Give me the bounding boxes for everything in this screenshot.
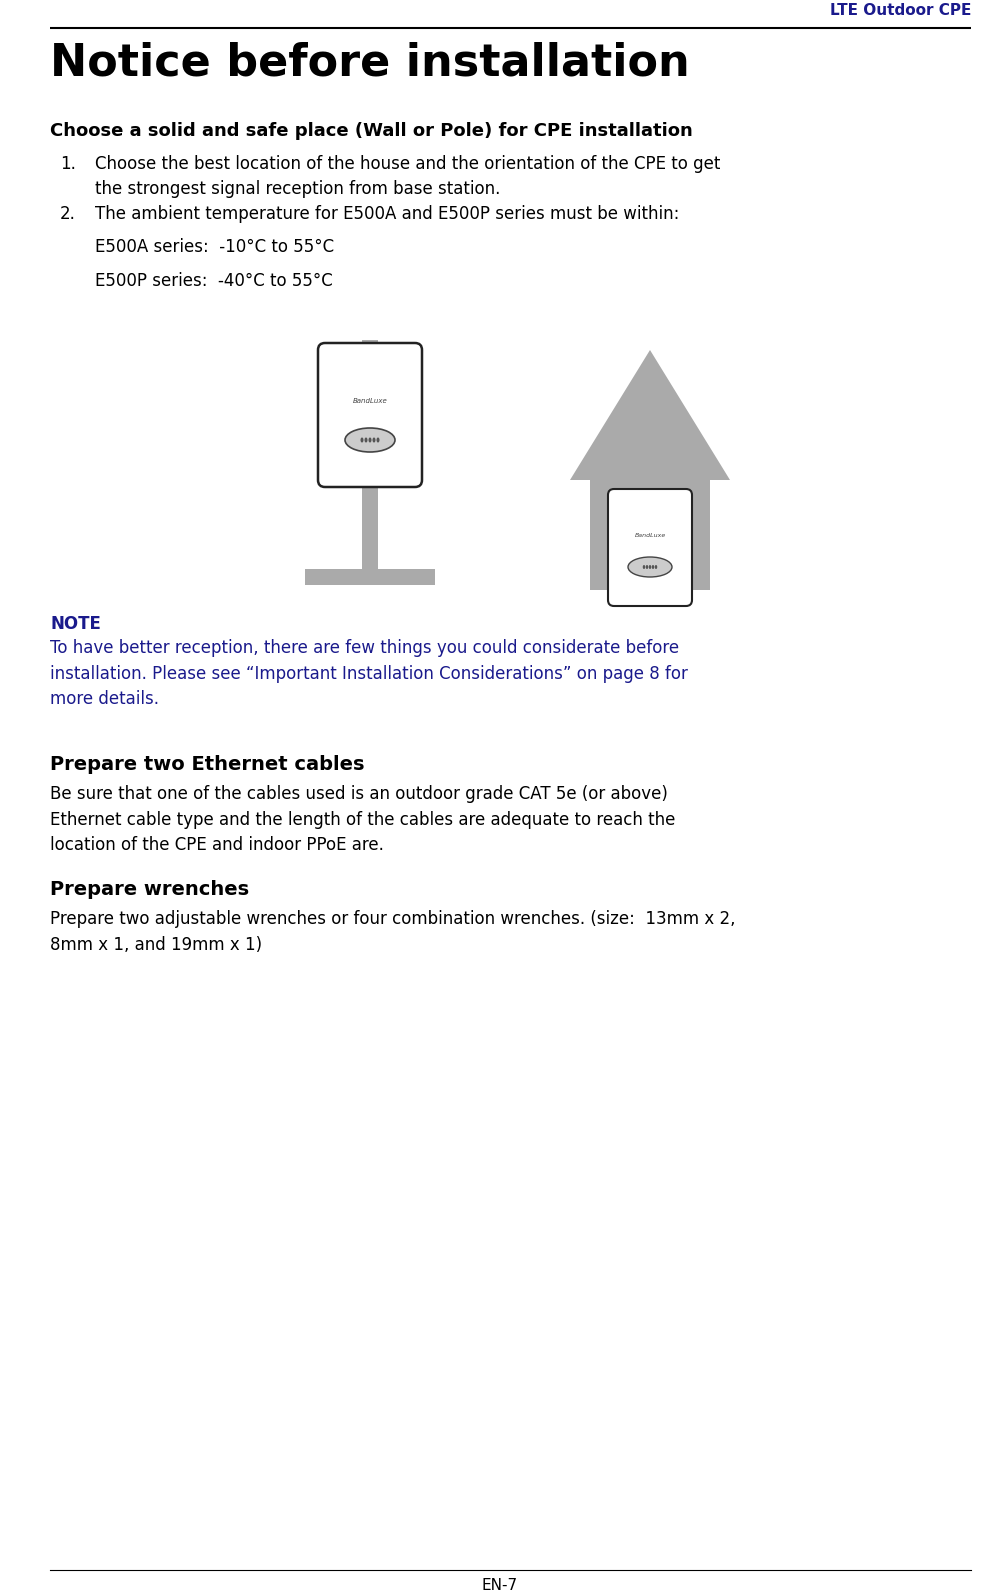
Text: Choose the best location of the house and the orientation of the CPE to get
the : Choose the best location of the house an… (95, 155, 721, 198)
Text: NOTE: NOTE (50, 616, 101, 633)
Text: Choose a solid and safe place (Wall or Pole) for CPE installation: Choose a solid and safe place (Wall or P… (50, 121, 693, 140)
Ellipse shape (649, 565, 652, 569)
FancyBboxPatch shape (318, 343, 422, 486)
Ellipse shape (376, 437, 379, 442)
Text: Prepare wrenches: Prepare wrenches (50, 880, 249, 900)
Polygon shape (570, 349, 730, 590)
Ellipse shape (655, 565, 658, 569)
FancyBboxPatch shape (608, 490, 692, 606)
Text: E500A series:  -10°C to 55°C: E500A series: -10°C to 55°C (95, 238, 334, 257)
Bar (362, 340, 378, 585)
Text: LTE Outdoor CPE: LTE Outdoor CPE (830, 3, 971, 18)
Ellipse shape (643, 565, 646, 569)
Text: The ambient temperature for E500A and E500P series must be within:: The ambient temperature for E500A and E5… (95, 206, 680, 223)
Text: 1.: 1. (60, 155, 76, 172)
Text: BandLuxe: BandLuxe (635, 533, 666, 538)
Ellipse shape (372, 437, 375, 442)
Text: To have better reception, there are few things you could considerate before
inst: To have better reception, there are few … (50, 640, 688, 708)
Ellipse shape (360, 437, 363, 442)
Text: Prepare two adjustable wrenches or four combination wrenches. (size:  13mm x 2,
: Prepare two adjustable wrenches or four … (50, 911, 736, 954)
Ellipse shape (368, 437, 371, 442)
Ellipse shape (646, 565, 649, 569)
Text: Prepare two Ethernet cables: Prepare two Ethernet cables (50, 754, 364, 774)
Text: 2.: 2. (60, 206, 76, 223)
Ellipse shape (652, 565, 655, 569)
Bar (305, 569, 435, 585)
Text: EN-7: EN-7 (481, 1577, 519, 1593)
Ellipse shape (364, 437, 367, 442)
Text: E500P series:  -40°C to 55°C: E500P series: -40°C to 55°C (95, 273, 332, 290)
Ellipse shape (345, 427, 395, 451)
Text: Notice before installation: Notice before installation (50, 41, 690, 85)
Text: Be sure that one of the cables used is an outdoor grade CAT 5e (or above)
Ethern: Be sure that one of the cables used is a… (50, 785, 676, 855)
Text: BandLuxe: BandLuxe (352, 399, 387, 404)
Ellipse shape (628, 557, 672, 577)
